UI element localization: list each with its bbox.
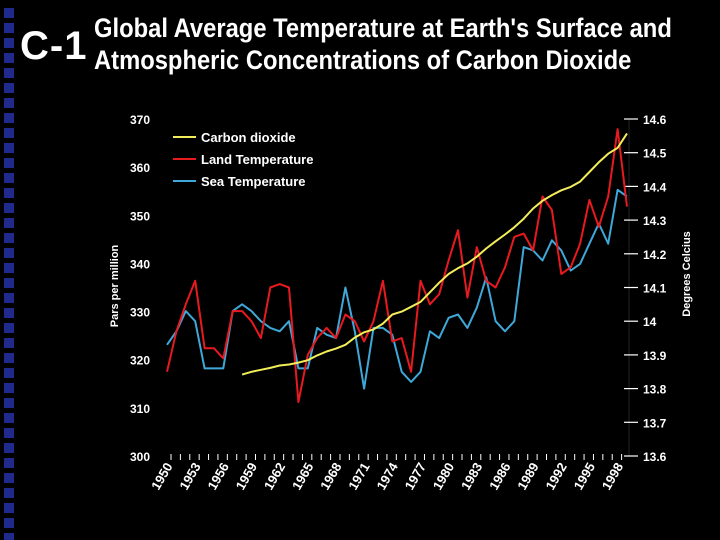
side-square — [4, 428, 14, 438]
title-line-1: Global Average Temperature at Earth's Su… — [94, 13, 672, 43]
side-square — [4, 308, 14, 318]
x-tick-label: 1983 — [458, 460, 485, 493]
side-square — [4, 413, 14, 423]
side-square — [4, 38, 14, 48]
side-square — [4, 338, 14, 348]
y-left-tick-label: 320 — [130, 354, 150, 368]
y-right-tick-label: 13.7 — [643, 416, 667, 430]
legend-label: Sea Temperature — [201, 174, 306, 189]
y-right-tick-label: 14.1 — [643, 282, 667, 296]
x-tick-label: 1959 — [233, 460, 260, 493]
side-square — [4, 473, 14, 483]
side-square — [4, 83, 14, 93]
side-square — [4, 503, 14, 513]
y-right-tick-label: 14.5 — [643, 147, 667, 161]
side-square — [4, 218, 14, 228]
page-title: Global Average Temperature at Earth's Su… — [94, 12, 672, 76]
x-tick-label: 1980 — [430, 460, 457, 493]
side-square-column — [4, 8, 14, 540]
x-tick-label: 1950 — [148, 460, 175, 493]
side-square — [4, 443, 14, 453]
y-left-tick-label: 340 — [130, 257, 150, 271]
x-tick-label: 1977 — [402, 460, 429, 493]
side-square — [4, 458, 14, 468]
series-line-1 — [166, 128, 628, 404]
side-square — [4, 188, 14, 198]
x-tick-label: 1971 — [345, 460, 372, 493]
x-tick-label: 1995 — [571, 460, 598, 493]
side-square — [4, 128, 14, 138]
side-square — [4, 158, 14, 168]
y-left-tick-label: 330 — [130, 306, 150, 320]
title-line-2: Atmospheric Concentrations of Carbon Dio… — [94, 45, 632, 75]
side-square — [4, 488, 14, 498]
x-tick-label: 1953 — [176, 460, 203, 493]
slide-number: C-1 — [20, 24, 88, 68]
side-square — [4, 293, 14, 303]
side-square — [4, 278, 14, 288]
side-square — [4, 68, 14, 78]
side-square — [4, 353, 14, 363]
y-right-tick-label: 14.3 — [643, 214, 667, 228]
y-left-axis-label: Pars per million — [109, 244, 121, 327]
y-right-tick-label: 14.4 — [643, 180, 667, 194]
y-left-tick-label: 300 — [130, 450, 150, 464]
x-tick-label: 1992 — [542, 460, 569, 493]
y-right-tick-label: 14.6 — [643, 113, 667, 127]
y-left-tick-label: 350 — [130, 209, 150, 223]
legend: Carbon dioxide Land Temperature Sea Temper… — [165, 123, 327, 199]
x-tick-label: 1962 — [261, 460, 288, 493]
side-square — [4, 368, 14, 378]
side-square — [4, 23, 14, 33]
x-tick-label: 1989 — [514, 460, 541, 493]
side-square — [4, 383, 14, 393]
y-right-tick-label: 13.8 — [643, 383, 667, 397]
side-square — [4, 98, 14, 108]
side-square — [4, 53, 14, 63]
x-tick-label: 1968 — [317, 460, 344, 493]
series-lines — [166, 128, 628, 404]
x-tick-label: 1986 — [486, 460, 513, 493]
y-left-tick-label: 360 — [130, 161, 150, 175]
series-line-0 — [241, 132, 628, 376]
side-square — [4, 323, 14, 333]
x-tick-label: 1998 — [599, 460, 626, 493]
side-square — [4, 398, 14, 408]
side-square — [4, 263, 14, 273]
y-right-tick-label: 13.6 — [643, 450, 667, 464]
y-right-tick-label: 13.9 — [643, 349, 667, 363]
y-right-tick-label: 14.2 — [643, 248, 667, 262]
side-square — [4, 173, 14, 183]
side-square — [4, 8, 14, 18]
side-square — [4, 533, 14, 540]
legend-label: Carbon dioxide — [201, 130, 296, 145]
series-line-2 — [166, 188, 628, 390]
side-square — [4, 248, 14, 258]
y-right-axis-label: Degrees Celcius — [681, 231, 693, 317]
x-tick-label: 1956 — [204, 460, 231, 493]
side-square — [4, 113, 14, 123]
legend-label: Land Temperature — [201, 152, 313, 167]
y-left-tick-label: 310 — [130, 402, 150, 416]
side-square — [4, 518, 14, 528]
y-right-tick-label: 14 — [643, 315, 657, 329]
side-square — [4, 203, 14, 213]
x-tick-label: 1974 — [373, 459, 401, 492]
side-square — [4, 143, 14, 153]
y-left-tick-label: 370 — [130, 113, 150, 127]
side-square — [4, 233, 14, 243]
x-tick-label: 1965 — [289, 460, 316, 493]
